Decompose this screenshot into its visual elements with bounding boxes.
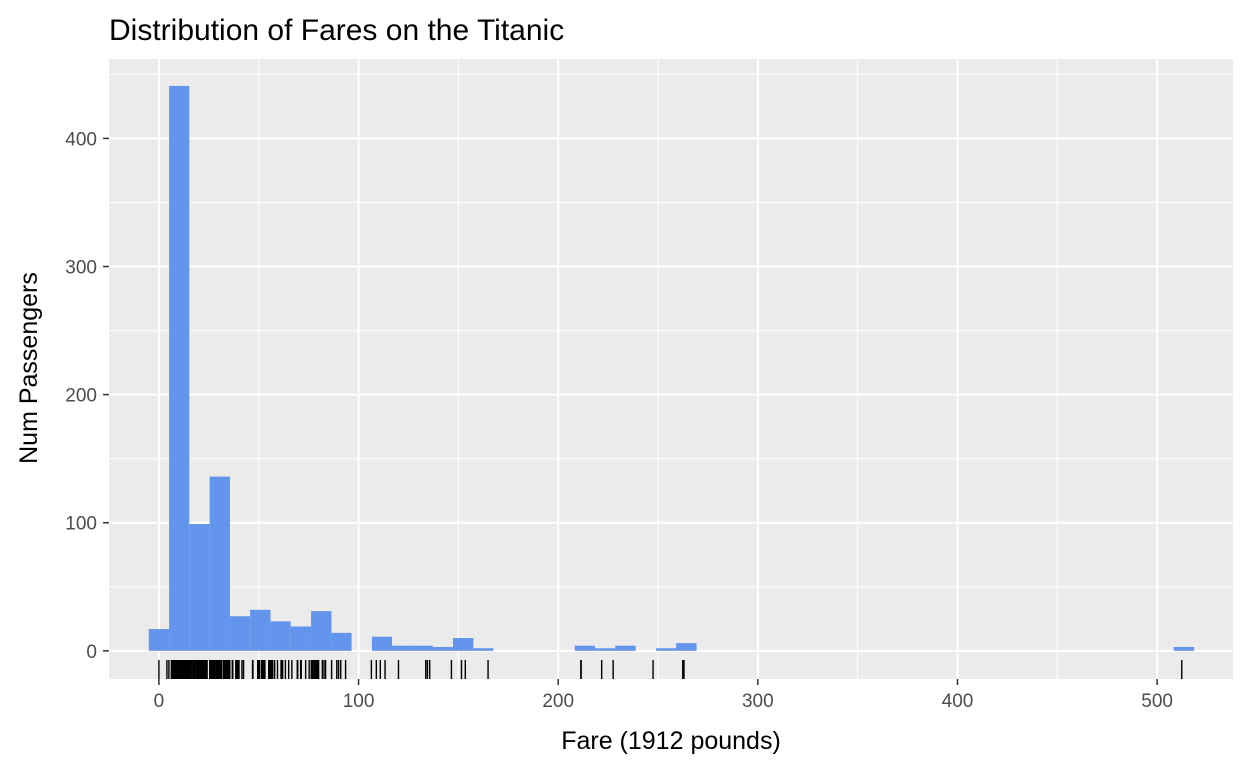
y-axis: 0 100 200 300 400 (65, 129, 109, 663)
histogram-bar (331, 632, 352, 651)
x-tick-label: 500 (1141, 691, 1173, 712)
y-tick-label: 400 (65, 129, 97, 150)
histogram-bar (270, 621, 291, 651)
plot-panel (109, 59, 1233, 679)
y-axis-title: Num Passengers (15, 272, 43, 464)
histogram-bar (615, 645, 636, 651)
histogram-bar (574, 645, 595, 651)
histogram-bar (432, 646, 453, 651)
histogram-bar (1173, 646, 1195, 651)
x-tick-label: 0 (154, 691, 165, 712)
minor-gridlines (109, 59, 1233, 679)
histogram-bar (594, 648, 616, 651)
y-tick-label: 0 (86, 642, 97, 663)
rug-marks (158, 660, 1183, 679)
histogram-bar (656, 648, 677, 651)
x-tick-label: 200 (542, 691, 574, 712)
histogram-bar (392, 645, 413, 651)
histogram-bar (169, 85, 190, 651)
y-tick-label: 100 (65, 514, 97, 535)
y-tick-label: 300 (65, 258, 97, 279)
histogram-bar (290, 626, 312, 651)
histogram-bar (676, 643, 697, 651)
x-tick-label: 100 (343, 691, 375, 712)
histogram-bar (209, 476, 230, 651)
histogram-bar (311, 611, 332, 651)
x-axis: 0 100 200 300 400 500 (154, 679, 1173, 712)
x-tick-label: 300 (742, 691, 774, 712)
x-axis-title: Fare (1912 pounds) (561, 727, 781, 755)
histogram-bar (452, 638, 474, 651)
histogram-bar (371, 636, 393, 651)
x-tick-label: 400 (942, 691, 974, 712)
histogram-bar (189, 524, 210, 651)
histogram-bar (250, 609, 271, 651)
y-tick-label: 200 (65, 386, 97, 407)
histogram-bar (412, 645, 433, 651)
histogram-bar (229, 616, 251, 651)
histogram-bar (148, 629, 170, 651)
chart-title: Distribution of Fares on the Titanic (109, 14, 564, 47)
histogram-bars (148, 85, 1195, 651)
histogram-bar (473, 648, 494, 651)
